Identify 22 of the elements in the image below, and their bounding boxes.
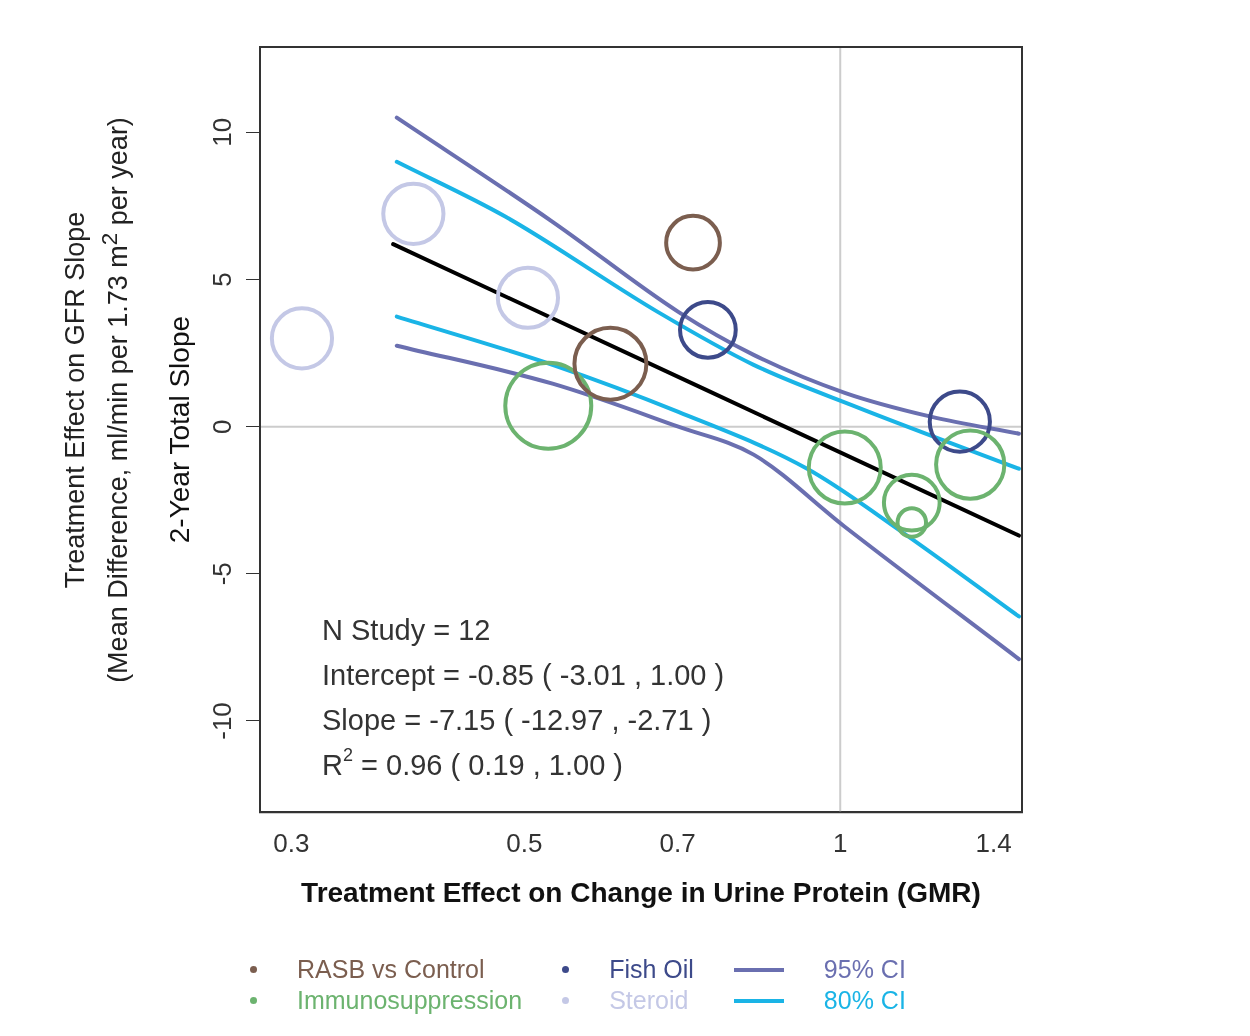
x-tick-label: 0.7 [659, 827, 696, 858]
y-tick-label: 10 [207, 117, 238, 147]
legend-label: Immunosuppression [297, 986, 523, 1015]
legend-label: RASB vs Control [297, 955, 485, 984]
x-tick-label: 1.4 [975, 827, 1012, 858]
y-tick-label: 0 [207, 419, 238, 434]
x-tick-label: 1 [833, 827, 848, 858]
legend-label: Steroid [609, 986, 689, 1015]
annotation: N Study = 12 [322, 614, 491, 647]
legend-label: 80% CI [823, 986, 906, 1015]
x-axis-title: Treatment Effect on Change in Urine Protein (GMR) [301, 876, 981, 908]
legend-label: Fish Oil [609, 955, 694, 984]
x-tick-label: 0.5 [506, 827, 543, 858]
text: Treatment Effect on GFR Slope [59, 211, 91, 589]
y-tick-label: 5 [207, 272, 238, 287]
y-tick-label: -5 [207, 562, 238, 586]
x-tick-label: 0.3 [273, 827, 310, 858]
legend-label: 95% CI [823, 955, 906, 984]
y-tick-label: -10 [207, 702, 238, 740]
y-axis-title: 2-Year Total Slope [163, 315, 195, 544]
annotation: Slope = -7.15 ( -12.97 , -2.71 ) [322, 704, 712, 737]
annotation: Intercept = -0.85 ( -3.01 , 1.00 ) [322, 659, 725, 692]
